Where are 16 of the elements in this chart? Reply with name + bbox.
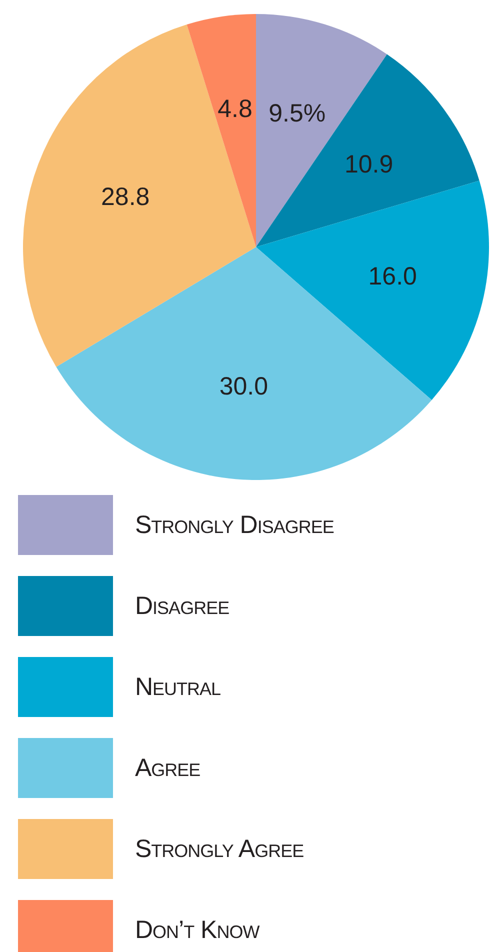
legend-label: Neutral xyxy=(135,672,221,702)
data-label: 9.5% xyxy=(268,99,326,128)
pie-slice xyxy=(23,24,256,367)
pie-slice xyxy=(256,54,480,247)
legend-label: Don’t Know xyxy=(135,916,260,944)
legend-label: Strongly Agree xyxy=(135,834,304,864)
data-label: 16.0 xyxy=(368,262,417,291)
pie-slice xyxy=(56,247,432,480)
data-label: 30.0 xyxy=(219,372,268,400)
data-label: 10.9 xyxy=(344,150,394,178)
legend-label: Strongly Disagree xyxy=(135,510,334,540)
pie-slice xyxy=(186,14,256,247)
data-label: 28.8 xyxy=(101,183,150,212)
legend-label: Disagree xyxy=(135,592,230,620)
data-label: 4.8 xyxy=(218,94,252,123)
legend-label: Agree xyxy=(135,754,200,782)
